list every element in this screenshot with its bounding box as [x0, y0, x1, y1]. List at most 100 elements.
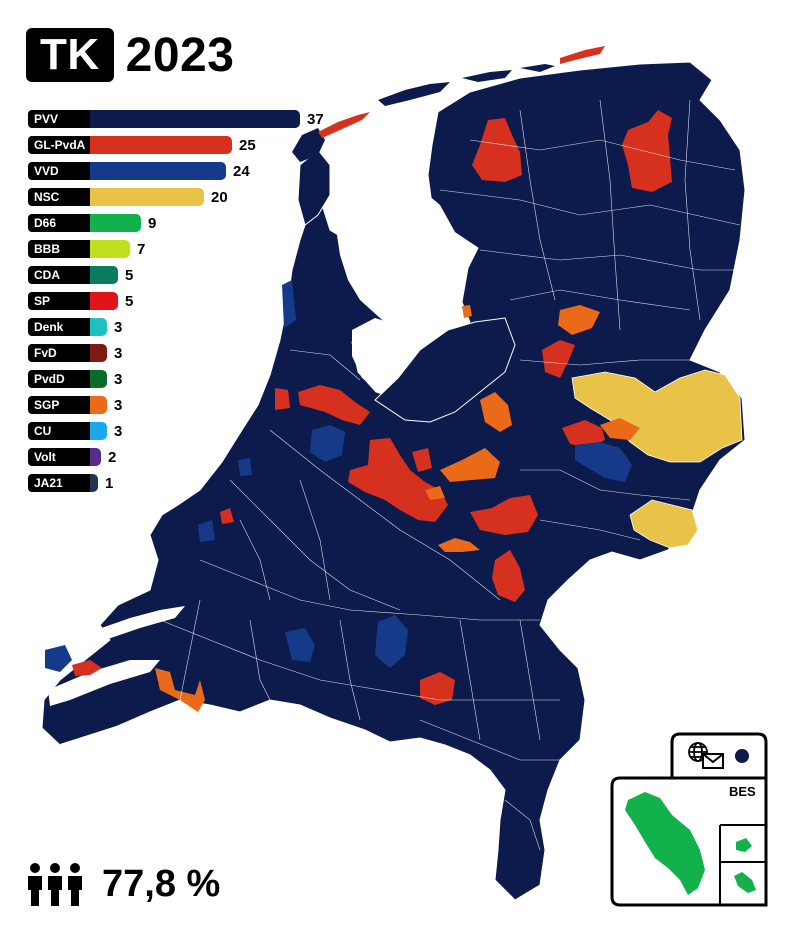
- party-seats: 3: [114, 318, 123, 336]
- party-row-denk: Denk 3: [28, 318, 122, 336]
- party-label: VVD: [28, 162, 90, 180]
- party-label: D66: [28, 214, 90, 232]
- party-row-nsc: NSC 20: [28, 188, 228, 206]
- party-seats: 2: [108, 448, 117, 466]
- region-sgp-urk: [480, 392, 512, 432]
- party-seats: 3: [114, 396, 123, 414]
- party-bar: [90, 370, 107, 388]
- party-bar: [90, 136, 232, 154]
- party-bar: [90, 240, 130, 258]
- region-sgp-staphorst: [558, 305, 600, 335]
- party-label: PvdD: [28, 370, 90, 388]
- ameland: [462, 70, 512, 82]
- party-seats: 1: [105, 474, 114, 492]
- party-bar: [90, 188, 204, 206]
- flevoland: [374, 317, 516, 423]
- party-bar: [90, 214, 141, 232]
- party-row-volt: Volt 2: [28, 448, 116, 466]
- zeeland-water-2: [90, 606, 185, 640]
- party-row-fvd: FvD 3: [28, 344, 122, 362]
- region-vvd-brabant-2: [285, 628, 315, 662]
- texel: [292, 128, 325, 162]
- party-label: NSC: [28, 188, 90, 206]
- region-sgp-lelystad: [462, 305, 472, 318]
- region-glpvda-vlissingen: [72, 660, 102, 676]
- party-row-glpvda: GL-PvdA 25: [28, 136, 256, 154]
- party-seats: 20: [211, 188, 228, 206]
- party-row-sp: SP 5: [28, 292, 133, 310]
- party-label: SP: [28, 292, 90, 310]
- party-bar: [90, 474, 98, 492]
- party-label: PVV: [28, 110, 90, 128]
- party-label: CDA: [28, 266, 90, 284]
- party-row-sgp: SGP 3: [28, 396, 122, 414]
- party-bar: [90, 292, 118, 310]
- region-vvd-wassenaar: [238, 458, 252, 476]
- turnout: 77,8 %: [26, 862, 220, 906]
- party-bar: [90, 344, 107, 362]
- party-label: GL-PvdA: [28, 136, 90, 154]
- region-glpvda-deventer: [562, 420, 605, 448]
- party-seats: 37: [307, 110, 324, 128]
- party-bar: [90, 110, 300, 128]
- party-seats: 3: [114, 344, 123, 362]
- party-seats: 3: [114, 370, 123, 388]
- region-vvd-westland: [198, 520, 215, 542]
- party-label: Denk: [28, 318, 90, 336]
- noord-holland-tip: [297, 149, 331, 226]
- region-glpvda-arnhem: [470, 495, 538, 535]
- bes-label: BES: [729, 784, 756, 799]
- party-row-pvdd: PvdD 3: [28, 370, 122, 388]
- party-bar: [90, 422, 107, 440]
- party-label: BBB: [28, 240, 90, 258]
- party-seats: 3: [114, 422, 123, 440]
- region-vvd-northholland: [282, 280, 296, 328]
- region-nsc-achterhoek: [629, 499, 699, 549]
- party-bar: [90, 266, 118, 284]
- turnout-value: 77,8 %: [102, 862, 221, 905]
- region-vvd-overijssel: [575, 442, 632, 482]
- party-bar: [90, 318, 107, 336]
- party-seats: 5: [125, 292, 134, 310]
- party-row-ja21: JA21 1: [28, 474, 113, 492]
- region-glpvda-wageningen: [412, 448, 432, 472]
- region-glpvda-nijmegen: [492, 550, 525, 602]
- party-bar: [90, 396, 107, 414]
- region-vvd-zeeland: [45, 645, 72, 672]
- region-sgp-rijssen: [600, 418, 640, 440]
- terschelling: [378, 82, 450, 106]
- party-seats: 9: [148, 214, 157, 232]
- title-year: 2023: [125, 28, 235, 82]
- party-seats: 24: [233, 162, 250, 180]
- ijsselmeer-water: [335, 188, 470, 340]
- region-glpvda-leiden: [220, 508, 234, 524]
- party-row-cda: CDA 5: [28, 266, 133, 284]
- municipality-borders: [159, 99, 741, 851]
- party-bar: [90, 448, 101, 466]
- region-nsc-twente: [571, 369, 743, 463]
- zeeland-water-3: [60, 705, 210, 752]
- region-glpvda-amsterdam: [298, 385, 370, 425]
- vlieland: [318, 112, 370, 138]
- region-glpvda-eindhoven: [420, 672, 455, 705]
- party-label: Volt: [28, 448, 90, 466]
- party-row-vvd: VVD 24: [28, 162, 250, 180]
- region-glpvda-leeuwarden: [472, 118, 522, 182]
- party-bar: [90, 162, 226, 180]
- party-row-d66: D66 9: [28, 214, 156, 232]
- rottumeroog: [560, 46, 605, 64]
- region-vvd-gooi: [310, 425, 345, 462]
- zeeland-water-1: [48, 660, 160, 706]
- party-seats: 5: [125, 266, 134, 284]
- markermeer-water: [352, 318, 405, 388]
- party-label: JA21: [28, 474, 90, 492]
- people-icon: [28, 863, 82, 906]
- region-glpvda-groningen: [622, 110, 672, 192]
- party-seats: 25: [239, 136, 256, 154]
- party-label: FvD: [28, 344, 90, 362]
- region-sgp-ijsselmonde: [425, 486, 445, 500]
- region-vvd-brabant: [375, 615, 408, 668]
- title: TK 2023: [26, 28, 234, 82]
- region-glpvda-utrecht: [348, 438, 448, 522]
